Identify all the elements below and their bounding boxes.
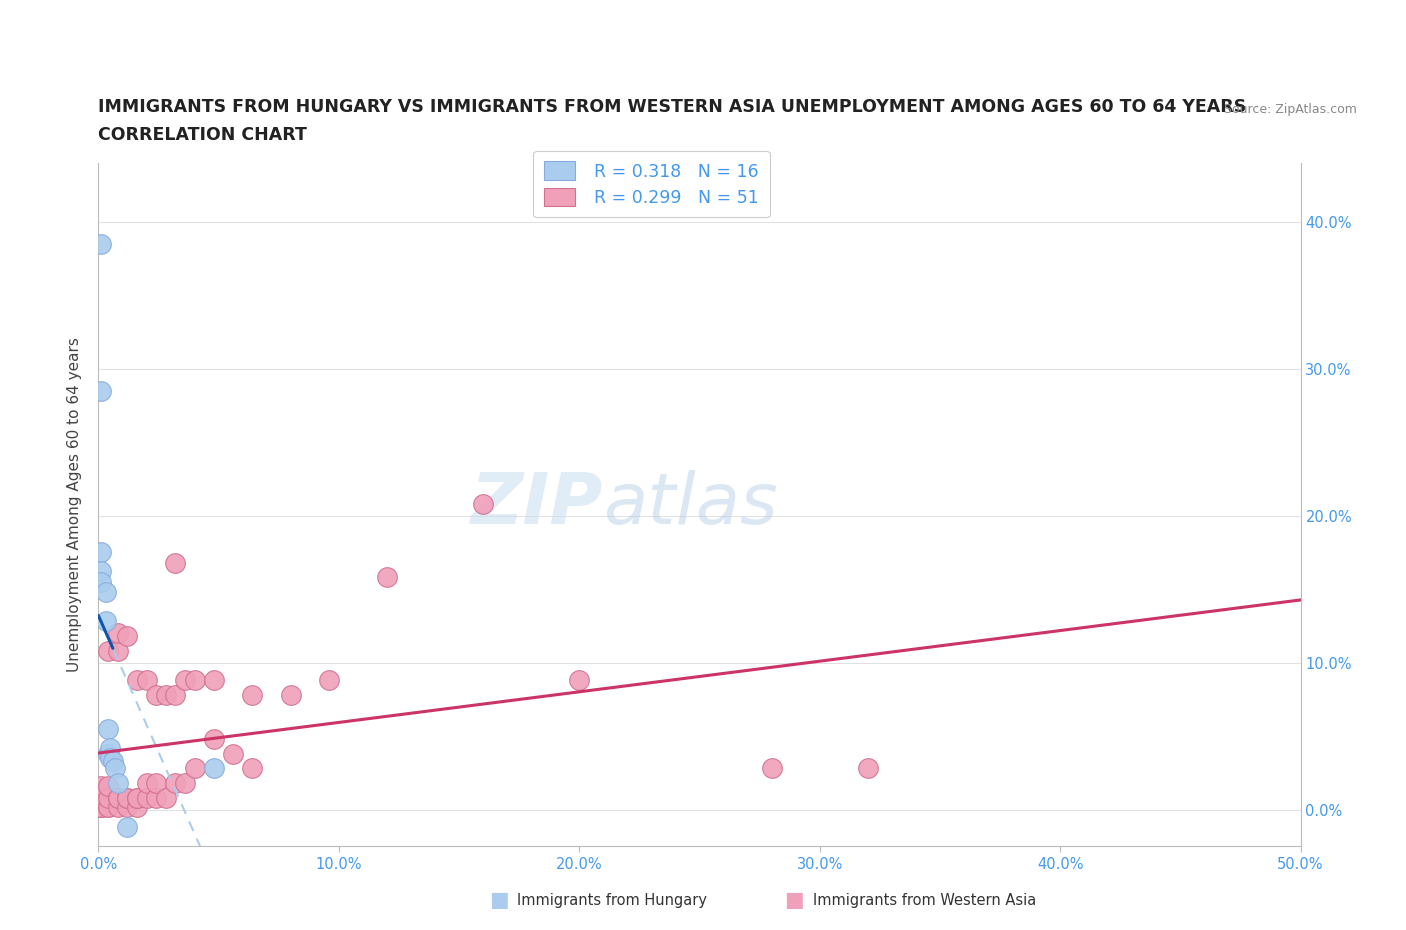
Point xyxy=(90,799,112,814)
Text: CORRELATION CHART: CORRELATION CHART xyxy=(98,126,308,144)
Point xyxy=(100,751,122,765)
Point xyxy=(94,614,117,629)
Point xyxy=(135,790,157,805)
Text: ■: ■ xyxy=(489,890,509,910)
Point xyxy=(90,778,112,793)
Text: ■: ■ xyxy=(785,890,804,910)
Point xyxy=(107,790,129,805)
Point xyxy=(240,687,263,702)
Point xyxy=(183,672,205,687)
Point xyxy=(145,776,167,790)
Point xyxy=(125,672,148,687)
Point xyxy=(125,790,148,805)
Point xyxy=(107,644,129,658)
Text: IMMIGRANTS FROM HUNGARY VS IMMIGRANTS FROM WESTERN ASIA UNEMPLOYMENT AMONG AGES : IMMIGRANTS FROM HUNGARY VS IMMIGRANTS FR… xyxy=(98,99,1247,116)
Point xyxy=(117,790,139,805)
Point xyxy=(202,761,225,776)
Point xyxy=(145,687,167,702)
Text: atlas: atlas xyxy=(603,470,778,539)
Point xyxy=(174,776,197,790)
Point xyxy=(97,778,120,793)
Point xyxy=(165,555,187,570)
Point xyxy=(135,672,157,687)
Point xyxy=(125,799,148,814)
Point xyxy=(90,236,112,251)
Point xyxy=(125,790,148,805)
Point xyxy=(90,564,112,578)
Point xyxy=(174,672,197,687)
Point xyxy=(761,761,783,776)
Point xyxy=(90,799,112,814)
Point xyxy=(107,626,129,641)
Point xyxy=(318,672,340,687)
Point xyxy=(155,790,177,805)
Point xyxy=(101,753,124,768)
Point xyxy=(97,799,120,814)
Point xyxy=(107,790,129,805)
Point xyxy=(117,799,139,814)
Point xyxy=(202,732,225,747)
Point xyxy=(90,574,112,589)
Point xyxy=(375,570,398,585)
Point xyxy=(856,761,879,776)
Point xyxy=(90,383,112,398)
Point xyxy=(97,722,120,737)
Point xyxy=(97,746,120,761)
Point xyxy=(202,672,225,687)
Point xyxy=(90,790,112,805)
Point xyxy=(117,629,139,644)
Point xyxy=(165,776,187,790)
Point xyxy=(135,776,157,790)
Point xyxy=(280,687,302,702)
Point xyxy=(90,799,112,814)
Point xyxy=(165,687,187,702)
Point xyxy=(222,746,245,761)
Point xyxy=(97,799,120,814)
Text: Immigrants from Hungary: Immigrants from Hungary xyxy=(517,893,707,908)
Text: ZIP: ZIP xyxy=(471,470,603,539)
Point xyxy=(117,790,139,805)
Point xyxy=(90,545,112,560)
Legend:   R = 0.318   N = 16,   R = 0.299   N = 51: R = 0.318 N = 16, R = 0.299 N = 51 xyxy=(533,151,769,218)
Point xyxy=(183,761,205,776)
Point xyxy=(155,687,177,702)
Point xyxy=(90,790,112,805)
Point xyxy=(117,819,139,834)
Point xyxy=(97,644,120,658)
Y-axis label: Unemployment Among Ages 60 to 64 years: Unemployment Among Ages 60 to 64 years xyxy=(67,337,83,672)
Point xyxy=(97,790,120,805)
Text: Source: ZipAtlas.com: Source: ZipAtlas.com xyxy=(1223,103,1357,116)
Point xyxy=(568,672,591,687)
Point xyxy=(107,776,129,790)
Point xyxy=(104,761,127,776)
Point xyxy=(472,497,495,512)
Point xyxy=(100,740,122,755)
Point xyxy=(107,799,129,814)
Point xyxy=(94,585,117,600)
Point xyxy=(240,761,263,776)
Text: Immigrants from Western Asia: Immigrants from Western Asia xyxy=(813,893,1036,908)
Point xyxy=(145,790,167,805)
